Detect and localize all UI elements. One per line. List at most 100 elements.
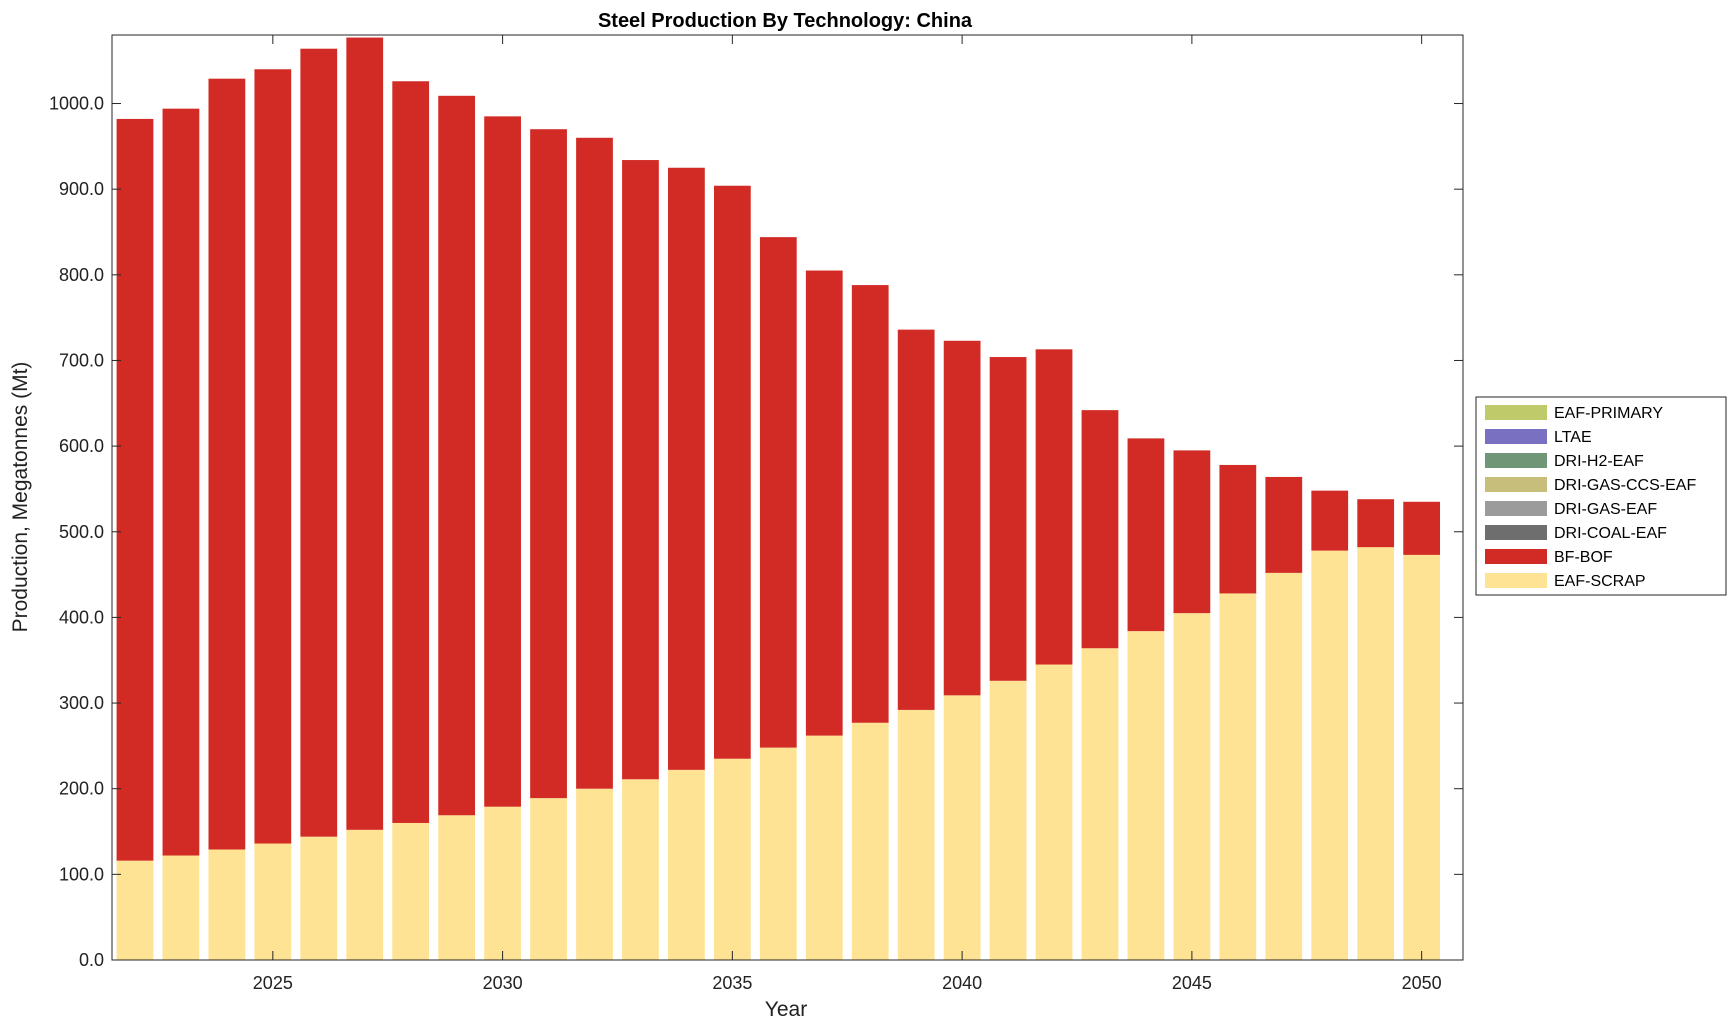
bar-eaf-scrap-2025: [254, 843, 292, 960]
legend-swatch-dri-coal-eaf: [1485, 525, 1547, 540]
bar-bf-bof-2035: [713, 185, 751, 759]
legend-swatch-dri-gas-eaf: [1485, 501, 1547, 516]
bar-eaf-scrap-2026: [300, 836, 338, 960]
bar-eaf-scrap-2044: [1127, 631, 1165, 960]
bar-eaf-scrap-2047: [1265, 572, 1303, 960]
x-tick-label: 2025: [253, 973, 293, 993]
x-tick-label: 2050: [1402, 973, 1442, 993]
bars-layer: [116, 37, 1441, 960]
bar-eaf-scrap-2036: [759, 747, 797, 960]
bar-eaf-scrap-2022: [116, 860, 154, 960]
y-tick-label: 600.0: [59, 436, 104, 456]
legend-swatch-ltae: [1485, 429, 1547, 444]
legend-label-dri-coal-eaf: DRI-COAL-EAF: [1554, 525, 1667, 542]
y-axis-label: Production, Megatonnes (Mt): [9, 362, 32, 633]
bar-bf-bof-2047: [1265, 476, 1303, 573]
bar-bf-bof-2023: [162, 108, 200, 856]
x-tick-label: 2035: [712, 973, 752, 993]
bar-bf-bof-2034: [668, 167, 705, 770]
bar-eaf-scrap-2038: [851, 722, 889, 960]
legend-label-dri-gas-ccs-eaf: DRI-GAS-CCS-EAF: [1554, 477, 1696, 494]
bar-bf-bof-2038: [851, 285, 889, 723]
bar-bf-bof-2049: [1357, 499, 1395, 548]
bar-bf-bof-2027: [346, 37, 384, 830]
plot-area-frame: [111, 34, 1464, 961]
bar-eaf-scrap-2024: [208, 849, 246, 960]
bar-bf-bof-2037: [805, 270, 843, 736]
y-axis: 0.0 100.0 200.0 300.0 400.0 500.0 600.0 700.0 80…: [49, 94, 1463, 970]
bar-bf-bof-2029: [438, 95, 476, 816]
legend-label-eaf-scrap: EAF-SCRAP: [1554, 573, 1646, 590]
bar-bf-bof-2043: [1081, 410, 1119, 649]
bar-bf-bof-2045: [1173, 450, 1211, 614]
bar-bf-bof-2041: [989, 357, 1027, 681]
y-tick-label: 400.0: [59, 607, 104, 627]
bar-bf-bof-2022: [116, 118, 154, 861]
bar-eaf-scrap-2033: [622, 779, 659, 960]
legend-label-dri-h2-eaf: DRI-H2-EAF: [1554, 453, 1644, 470]
y-tick-label: 900.0: [59, 179, 104, 199]
y-tick-label: 500.0: [59, 522, 104, 542]
bar-eaf-scrap-2045: [1173, 613, 1211, 960]
bar-bf-bof-2033: [622, 160, 659, 780]
y-tick-label: 800.0: [59, 265, 104, 285]
x-axis: 2025 2030 2035 2040 2045 2050: [253, 35, 1442, 993]
bar-eaf-scrap-2040: [943, 695, 981, 960]
bar-eaf-scrap-2039: [897, 709, 935, 960]
y-tick-label: 0.0: [79, 950, 104, 970]
bar-bf-bof-2031: [530, 129, 567, 799]
legend-label-bf-bof: BF-BOF: [1554, 549, 1613, 566]
y-tick-label: 300.0: [59, 693, 104, 713]
bar-bf-bof-2025: [254, 69, 292, 844]
bar-eaf-scrap-2041: [989, 680, 1027, 960]
bar-eaf-scrap-2049: [1357, 547, 1395, 960]
x-tick-label: 2030: [483, 973, 523, 993]
bar-bf-bof-2044: [1127, 438, 1165, 632]
legend-swatch-eaf-primary: [1485, 405, 1547, 420]
bar-bf-bof-2024: [208, 78, 246, 850]
bar-eaf-scrap-2043: [1081, 648, 1119, 960]
bar-bf-bof-2039: [897, 329, 935, 710]
bar-bf-bof-2042: [1035, 349, 1073, 665]
y-tick-label: 1000.0: [49, 94, 104, 114]
bar-eaf-scrap-2048: [1311, 550, 1349, 960]
x-tick-label: 2040: [942, 973, 982, 993]
legend-swatch-eaf-scrap: [1485, 573, 1547, 588]
legend-label-ltae: LTAE: [1554, 429, 1592, 446]
bar-eaf-scrap-2029: [438, 815, 476, 960]
bar-eaf-scrap-2030: [484, 806, 521, 960]
bar-bf-bof-2030: [484, 116, 521, 807]
bar-bf-bof-2046: [1219, 464, 1257, 594]
legend-label-dri-gas-eaf: DRI-GAS-EAF: [1554, 501, 1657, 518]
legend: EAF-PRIMARY LTAE DRI-H2-EAF DRI-GAS-CCS-EAF…: [1475, 396, 1727, 596]
bar-eaf-scrap-2031: [530, 798, 567, 960]
bar-eaf-scrap-2037: [805, 735, 843, 960]
chart-title: Steel Production By Technology: China: [598, 10, 973, 32]
bar-bf-bof-2036: [759, 237, 797, 748]
legend-swatch-dri-h2-eaf: [1485, 453, 1547, 468]
bar-bf-bof-2026: [300, 48, 338, 837]
bar-bf-bof-2048: [1311, 490, 1349, 551]
y-tick-label: 700.0: [59, 350, 104, 370]
legend-label-eaf-primary: EAF-PRIMARY: [1554, 405, 1663, 422]
bar-eaf-scrap-2042: [1035, 664, 1073, 960]
bar-eaf-scrap-2023: [162, 855, 200, 960]
bar-bf-bof-2040: [943, 340, 981, 696]
bar-eaf-scrap-2032: [576, 788, 613, 960]
bar-eaf-scrap-2034: [668, 769, 705, 960]
legend-swatch-bf-bof: [1485, 549, 1547, 564]
bar-bf-bof-2028: [392, 81, 430, 823]
y-tick-label: 100.0: [59, 864, 104, 884]
x-tick-label: 2045: [1172, 973, 1212, 993]
bar-eaf-scrap-2035: [713, 758, 751, 960]
bar-eaf-scrap-2050: [1403, 554, 1441, 960]
legend-swatch-dri-gas-ccs-eaf: [1485, 477, 1547, 492]
bar-bf-bof-2032: [576, 137, 613, 789]
x-axis-label: Year: [765, 998, 807, 1021]
bar-eaf-scrap-2046: [1219, 593, 1257, 960]
bar-eaf-scrap-2028: [392, 822, 430, 960]
y-tick-label: 200.0: [59, 779, 104, 799]
bar-eaf-scrap-2027: [346, 829, 384, 960]
bar-bf-bof-2050: [1403, 501, 1441, 555]
